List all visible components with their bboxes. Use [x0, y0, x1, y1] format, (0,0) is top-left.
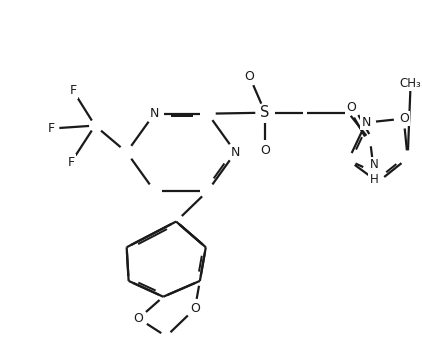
Text: N: N	[361, 116, 371, 129]
Text: N: N	[231, 146, 240, 159]
Text: O: O	[346, 101, 356, 114]
Text: O: O	[244, 69, 254, 83]
Text: CH₃: CH₃	[400, 77, 422, 89]
Text: F: F	[48, 122, 55, 135]
Text: O: O	[399, 112, 408, 125]
Text: F: F	[68, 156, 75, 169]
Text: CH₃: CH₃	[400, 77, 422, 89]
Text: O: O	[190, 302, 200, 315]
Text: S: S	[260, 105, 270, 120]
Text: N
H: N H	[370, 158, 379, 186]
Text: O: O	[134, 312, 143, 325]
Text: O: O	[260, 144, 270, 157]
Text: F: F	[70, 84, 77, 98]
Text: N: N	[150, 107, 159, 120]
